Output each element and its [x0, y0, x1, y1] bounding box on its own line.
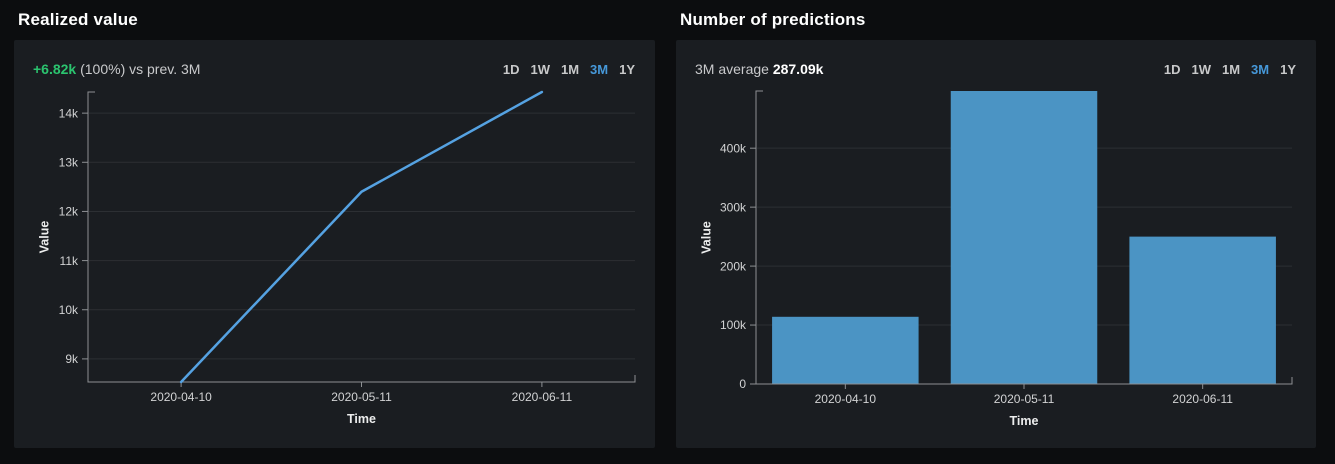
- range-button-1y[interactable]: 1Y: [1280, 62, 1296, 77]
- x-axis-title: Time: [1010, 414, 1039, 428]
- range-button-1y[interactable]: 1Y: [619, 62, 635, 77]
- x-axis: 2020-04-10 2020-05-11 2020-06-11: [150, 382, 572, 404]
- x-tick-label: 2020-06-11: [512, 390, 573, 404]
- y-tick-label: 14k: [59, 106, 79, 120]
- x-tick-label: 2020-04-10: [150, 390, 212, 404]
- y-axis-title: Value: [699, 221, 713, 254]
- panel-title-realized-value: Realized value: [18, 10, 138, 29]
- y-axis: 9k 10k 11k 12k 13k 14k: [59, 106, 635, 366]
- y-tick-label: 400k: [720, 141, 747, 155]
- y-tick-label: 0: [739, 377, 746, 391]
- panel-header: +6.82k (100%) vs prev. 3M 1D 1W 1M 3M 1Y: [33, 61, 635, 78]
- bar[interactable]: [950, 91, 1098, 384]
- y-tick-label: 13k: [59, 155, 79, 169]
- y-tick-label: 11k: [60, 254, 79, 268]
- x-axis: 2020-04-10 2020-05-11 2020-06-11: [815, 384, 1233, 406]
- panel-body-realized-value: +6.82k (100%) vs prev. 3M 1D 1W 1M 3M 1Y…: [14, 40, 655, 448]
- bar-series: [772, 91, 1276, 384]
- x-tick-label: 2020-05-11: [994, 392, 1055, 406]
- y-tick-label: 300k: [720, 200, 747, 214]
- axis-frame: [87, 91, 636, 383]
- panel-realized-value: Realized value +6.82k (100%) vs prev. 3M…: [14, 8, 655, 448]
- delta-summary: +6.82k (100%) vs prev. 3M: [33, 61, 200, 78]
- delta-value: +6.82k: [33, 61, 77, 77]
- range-button-3m[interactable]: 3M: [1251, 62, 1270, 77]
- range-button-3m[interactable]: 3M: [590, 62, 609, 77]
- average-value: 287.09k: [772, 61, 824, 77]
- line-series: [179, 90, 544, 384]
- panel-title-number-of-predictions: Number of predictions: [680, 10, 866, 29]
- y-tick-label: 9k: [65, 352, 79, 366]
- range-button-1d[interactable]: 1D: [502, 62, 520, 77]
- y-tick-label: 10k: [59, 303, 79, 317]
- bar[interactable]: [772, 316, 919, 384]
- x-tick-label: 2020-05-11: [331, 390, 392, 404]
- axis-frame: [755, 90, 1293, 385]
- time-range-selector: 1D 1W 1M 3M 1Y: [503, 61, 635, 78]
- panel-header: 3M average 287.09k 1D 1W 1M 3M 1Y: [695, 61, 1296, 78]
- range-button-1w[interactable]: 1W: [530, 62, 550, 77]
- range-button-1m[interactable]: 1M: [560, 62, 580, 77]
- range-button-1d[interactable]: 1D: [1163, 62, 1181, 77]
- x-tick-label: 2020-06-11: [1172, 392, 1233, 406]
- y-tick-label: 12k: [59, 205, 79, 219]
- bar[interactable]: [1129, 236, 1276, 384]
- panel-body-number-of-predictions: 3M average 287.09k 1D 1W 1M 3M 1Y 0 100k 2…: [676, 40, 1316, 448]
- y-axis-title: Value: [37, 221, 51, 254]
- y-tick-label: 100k: [720, 318, 747, 332]
- x-axis-title: Time: [347, 412, 376, 426]
- average-label: 3M average: [695, 61, 769, 77]
- range-button-1w[interactable]: 1W: [1191, 62, 1211, 77]
- y-tick-label: 200k: [720, 259, 747, 273]
- average-summary: 3M average 287.09k: [695, 61, 823, 78]
- time-range-selector: 1D 1W 1M 3M 1Y: [1164, 61, 1296, 78]
- delta-context: (100%) vs prev. 3M: [80, 61, 201, 77]
- x-tick-label: 2020-04-10: [815, 392, 877, 406]
- panel-number-of-predictions: Number of predictions 3M average 287.09k…: [676, 8, 1316, 448]
- range-button-1m[interactable]: 1M: [1221, 62, 1241, 77]
